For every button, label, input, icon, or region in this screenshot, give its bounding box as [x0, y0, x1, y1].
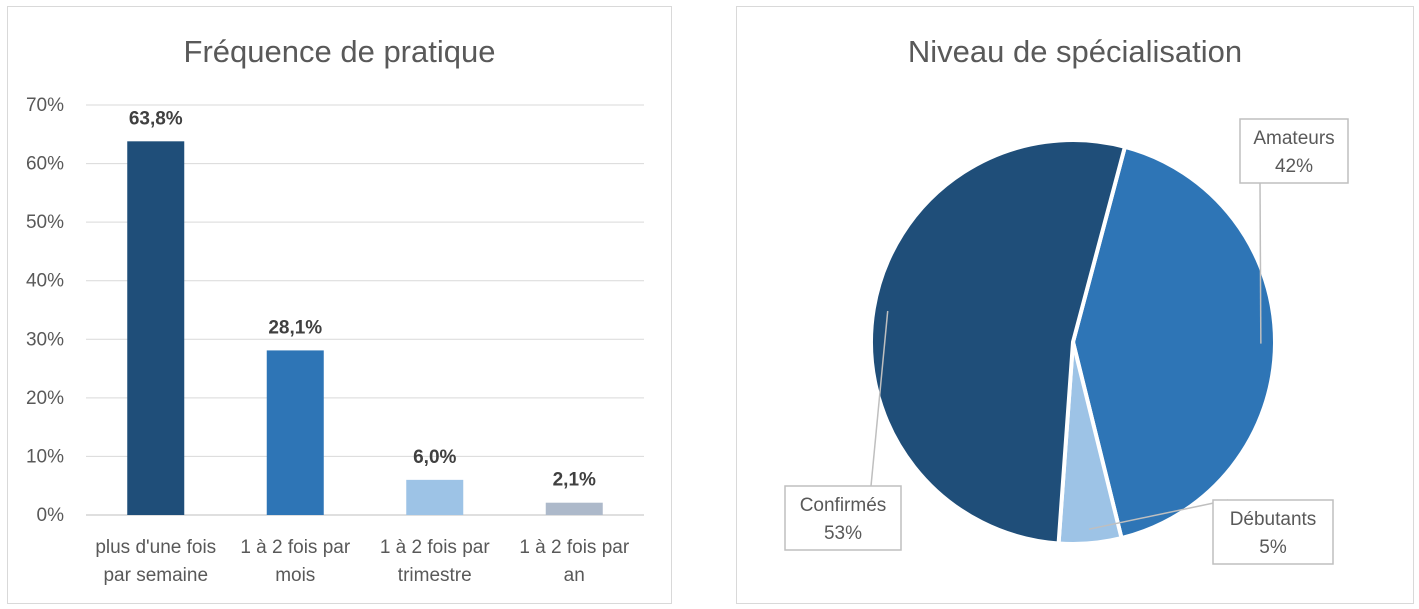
x-tick-label: 1 à 2 fois par: [380, 537, 491, 558]
pie-slice: [869, 138, 1127, 546]
bar: [266, 350, 324, 515]
pie-chart: Amateurs 42% Débutants 5% Confirmés 53%: [784, 118, 1349, 565]
slice-label-box: [1239, 118, 1349, 184]
slice-label-box: [1212, 499, 1334, 565]
bar-chart-panel: Fréquence de pratique 0% 10% 20% 30% 40% 50% 6…: [7, 6, 672, 604]
x-tick-label: 1 à 2 fois par: [240, 537, 351, 558]
y-tick-label: 10%: [26, 446, 64, 467]
y-tick-label: 60%: [26, 154, 64, 175]
leader-line: [870, 310, 889, 487]
bar-chart: 0% 10% 20% 30% 40% 50% 60% 70% 63,8% plus d'une f…: [26, 95, 644, 586]
slice-value-label: 5%: [1259, 537, 1287, 558]
slice-label-box: [784, 485, 902, 551]
data-label: 6,0%: [413, 447, 456, 468]
bar: [545, 502, 603, 515]
x-tick-label: plus d'une fois: [95, 537, 216, 558]
y-tick-label: 20%: [26, 388, 64, 409]
x-tick-label: par semaine: [103, 565, 208, 586]
y-tick-label: 30%: [26, 329, 64, 350]
slice-value-label: 42%: [1275, 156, 1313, 177]
bar-chart-title: Fréquence de pratique: [183, 34, 496, 69]
y-tick-label: 70%: [26, 95, 64, 116]
slice-name-label: Confirmés: [800, 495, 887, 516]
pie-chart-panel: Niveau de spécialisation Amateurs 42% Débu…: [736, 6, 1414, 604]
slice-value-label: 53%: [824, 523, 862, 544]
y-tick-label: 0%: [37, 505, 65, 526]
leader-line: [1088, 499, 1229, 530]
y-tick-label: 50%: [26, 212, 64, 233]
data-label: 28,1%: [268, 317, 322, 338]
x-tick-label: mois: [275, 565, 315, 586]
x-tick-label: trimestre: [398, 565, 472, 586]
pie-chart-title: Niveau de spécialisation: [907, 34, 1243, 69]
data-label: 2,1%: [553, 470, 596, 491]
leader-line: [1259, 182, 1262, 344]
x-tick-label: an: [564, 565, 585, 586]
data-label: 63,8%: [129, 108, 183, 129]
y-tick-label: 40%: [26, 271, 64, 292]
slice-name-label: Amateurs: [1253, 128, 1334, 149]
bar: [127, 141, 185, 516]
x-tick-label: 1 à 2 fois par: [519, 537, 630, 558]
slice-name-label: Débutants: [1230, 509, 1317, 530]
bar: [406, 479, 464, 515]
